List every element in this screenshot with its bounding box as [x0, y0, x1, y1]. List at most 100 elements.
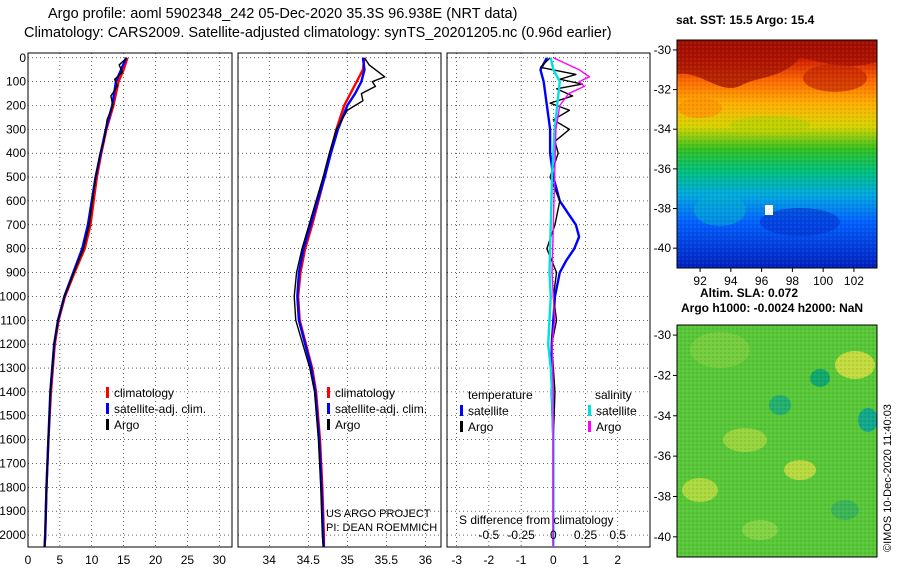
panel-temperature: 0 5 10 15 20 25 300100200300400500600700800900… [0, 51, 233, 567]
imos-watermark: ©IMOS 10-Dec-2020 11:40:03 [882, 404, 894, 552]
series-line-climatology [43, 57, 129, 548]
x-tick-label: 34.5 [297, 553, 321, 567]
y-tick-label: 1400 [0, 385, 26, 399]
legend-label: Argo [114, 418, 140, 432]
y-tick-label: 800 [6, 242, 26, 256]
series-line-temperature-satellite [539, 57, 581, 547]
y-tick-label: 600 [6, 194, 26, 208]
credit-project: US ARGO PROJECT [326, 508, 431, 520]
x-tick-label: 5 [57, 553, 64, 567]
map-x-tick-label: 98 [786, 274, 800, 288]
sla-title-line-1: Altim. SLA: 0.072 [700, 286, 798, 300]
y-tick-label: 2000 [0, 528, 26, 542]
sla-map-axes: -30 -32 -34 -36 -38 -40 [654, 328, 677, 544]
map-y-tick-label: -36 [654, 449, 672, 463]
series-line-satellite-adj-clim- [296, 57, 366, 548]
y-tick-label: 1500 [0, 409, 26, 423]
x-tick-label: 15 [117, 553, 131, 567]
legend-label: Argo [596, 420, 622, 434]
y-tick-label: 0 [19, 51, 26, 65]
y-tick-label: 1900 [0, 504, 26, 518]
y-tick-label: 300 [6, 122, 26, 136]
legend-swatch [327, 419, 330, 430]
legend-label: satellite-adj. clim. [335, 402, 427, 416]
y-tick-label: 1300 [0, 361, 26, 375]
panel-frame [237, 52, 442, 548]
sst-map: sat. SST: 15.5 Argo: 15.4 -30 -32 -34 -36 -3… [654, 13, 878, 288]
map-x-tick-label: 96 [755, 274, 769, 288]
y-tick-label: 1000 [0, 289, 26, 303]
legend-label: climatology [335, 386, 395, 400]
sal-tick-label: -0.25 [507, 528, 535, 542]
legend-swatch [106, 403, 109, 414]
legend-label: satellite [596, 404, 637, 418]
map-y-tick-label: -36 [654, 162, 672, 176]
x-tick-label: 36 [419, 553, 433, 567]
legend-swatch [106, 387, 109, 398]
map-y-tick-label: -32 [654, 368, 672, 382]
legend-label: satellite [468, 404, 509, 418]
legend-group-title: salinity [595, 388, 632, 402]
y-tick-label: 1600 [0, 433, 26, 447]
map-y-tick-label: -30 [654, 328, 672, 342]
x-tick-label: 0 [25, 553, 32, 567]
series-line-argo [43, 57, 128, 548]
panel-salinity: 34 34.5 35 35.5 36 climatology satellite-adj. … [237, 52, 442, 567]
series-line-satellite-adj-clim- [43, 57, 128, 548]
legend-swatch [327, 403, 330, 414]
y-tick-label: 900 [6, 266, 26, 280]
y-tick-label: 700 [6, 218, 26, 232]
x-tick-label: -2 [484, 553, 495, 567]
x-tick-label: 35 [341, 553, 355, 567]
legend-swatch [460, 405, 463, 416]
title-line-2: Climatology: CARS2009. Satellite-adjuste… [24, 25, 612, 41]
y-tick-label: 1800 [0, 480, 26, 494]
map-y-tick-label: -34 [654, 122, 672, 136]
legend-label: satellite-adj. clim. [114, 402, 206, 416]
map-y-tick-label: -40 [654, 530, 672, 544]
series-line-salinity-argo [551, 57, 591, 547]
sal-tick-label: -0.5 [479, 528, 500, 542]
y-tick-label: 200 [6, 99, 26, 113]
sla-title-line-2: Argo h1000: -0.0024 h2000: NaN [681, 301, 863, 315]
sal-tick-label: 0 [550, 528, 557, 542]
x-tick-label: 35.5 [375, 553, 399, 567]
x-tick-label: 34 [263, 553, 277, 567]
y-tick-label: 1200 [0, 337, 26, 351]
series-line-argo [293, 57, 386, 548]
credit-pi: PI: DEAN ROEMMICH [326, 522, 437, 534]
sal-tick-label: 0.5 [609, 528, 626, 542]
map-y-tick-label: -32 [654, 83, 672, 97]
x-tick-label: 1 [582, 553, 589, 567]
sst-map-title: sat. SST: 15.5 Argo: 15.4 [676, 13, 815, 27]
y-tick-label: 500 [6, 170, 26, 184]
map-y-tick-label: -40 [654, 241, 672, 255]
panel-frame [446, 52, 651, 548]
y-tick-label: 400 [6, 146, 26, 160]
x-tick-label: 20 [149, 553, 163, 567]
legend-label: Argo [468, 420, 494, 434]
y-tick-label: 100 [6, 75, 26, 89]
sst-map-axes: -30 -32 -34 -36 -38 -40 92 94 96 98 100 102 [654, 43, 865, 288]
x-tick-label: 25 [181, 553, 195, 567]
x-tick-label: -3 [451, 553, 462, 567]
title-line-1: Argo profile: aoml 5902348_242 05-Dec-20… [48, 6, 518, 22]
map-x-tick-label: 94 [724, 274, 738, 288]
y-tick-label: 1100 [0, 313, 26, 327]
map-y-tick-label: -30 [654, 43, 672, 57]
legend-label: Argo [335, 418, 361, 432]
map-y-tick-label: -34 [654, 409, 672, 423]
legend-swatch [327, 387, 330, 398]
map-y-tick-label: -38 [654, 202, 672, 216]
sla-map: Altim. SLA: 0.072 Argo h1000: -0.0024 h2… [654, 286, 878, 558]
y-tick-label: 1700 [0, 456, 26, 470]
map-x-tick-label: 102 [844, 274, 864, 288]
profile-panels: 0 5 10 15 20 25 300100200300400500600700800900… [0, 51, 651, 567]
map-x-tick-label: 92 [693, 274, 707, 288]
map-y-tick-label: -38 [654, 489, 672, 503]
legend-swatch [588, 421, 591, 432]
legend-swatch [460, 421, 463, 432]
series-line-temperature-argo [539, 57, 584, 547]
legend-label: climatology [114, 386, 174, 400]
